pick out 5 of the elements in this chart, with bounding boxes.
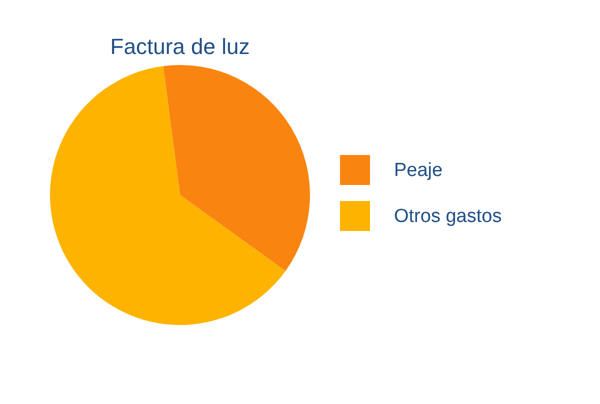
chart-title: Factura de luz — [110, 34, 250, 59]
legend-label: Peaje — [394, 160, 443, 181]
pie-slice — [50, 66, 286, 325]
legend-label: Otros gastos — [394, 206, 502, 227]
pie-slice — [163, 65, 310, 271]
